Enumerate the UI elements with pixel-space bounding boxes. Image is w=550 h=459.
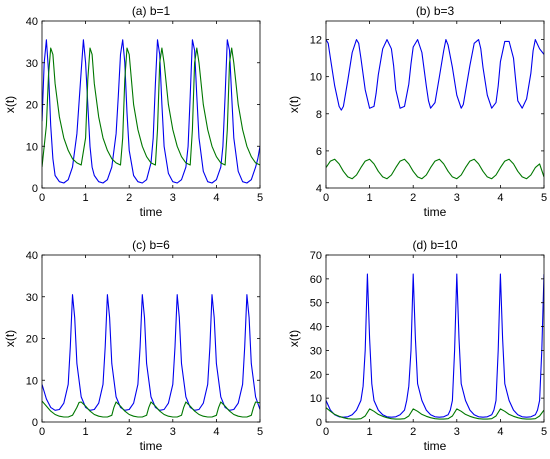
series-line-2 (326, 407, 544, 420)
x-tick-label: 2 (126, 192, 132, 204)
plot-frame (325, 20, 545, 189)
y-tick-label: 10 (310, 393, 322, 405)
x-tick-label: 0 (39, 192, 45, 204)
x-tick-label: 4 (497, 426, 503, 438)
x-axis-label: time (140, 439, 163, 453)
y-tick-label: 20 (26, 100, 38, 112)
y-tick-label: 20 (26, 334, 38, 346)
x-axis-label: time (424, 439, 447, 453)
panel-title: (a) b=1 (132, 4, 171, 18)
y-axis-label: x(t) (3, 96, 17, 113)
x-tick-label: 5 (541, 192, 547, 204)
panel-3: 0 1 2 3 4 5 0 10 20 30 40 (c) b=6 time x(t) (3, 238, 263, 453)
x-tick-label: 5 (257, 426, 263, 438)
x-tick-label: 2 (126, 426, 132, 438)
y-tick-label: 40 (310, 322, 322, 334)
x-tick-label: 4 (213, 192, 219, 204)
series-line-2 (42, 47, 260, 168)
x-tick-label: 3 (170, 192, 176, 204)
y-tick-label: 40 (26, 250, 38, 262)
x-axis-label: time (424, 205, 447, 219)
series-line-2 (42, 400, 260, 418)
series-line-2 (326, 158, 544, 180)
x-tick-label: 2 (410, 426, 416, 438)
series-line-1 (326, 273, 544, 418)
y-tick-label: 30 (26, 58, 38, 70)
y-tick-label: 0 (316, 417, 322, 429)
y-axis-label: x(t) (287, 96, 301, 113)
x-tick-label: 5 (257, 192, 263, 204)
y-tick-label: 6 (316, 146, 322, 158)
x-tick-label: 4 (497, 192, 503, 204)
x-tick-label: 3 (170, 426, 176, 438)
x-tick-label: 1 (83, 426, 89, 438)
x-axis-label: time (140, 205, 163, 219)
y-tick-label: 50 (310, 298, 322, 310)
y-tick-label: 10 (26, 375, 38, 387)
x-tick-label: 1 (83, 192, 89, 204)
x-tick-label: 2 (410, 192, 416, 204)
y-tick-label: 4 (316, 183, 322, 195)
y-tick-label: 60 (310, 274, 322, 286)
panel-title: (d) b=10 (412, 238, 457, 252)
x-tick-label: 4 (213, 426, 219, 438)
y-tick-label: 0 (32, 417, 38, 429)
x-tick-label: 5 (541, 426, 547, 438)
y-tick-label: 40 (26, 16, 38, 28)
x-tick-label: 3 (454, 426, 460, 438)
x-tick-label: 3 (454, 192, 460, 204)
x-tick-label: 1 (367, 426, 373, 438)
series-line-1 (42, 39, 260, 184)
x-tick-label: 1 (367, 192, 373, 204)
x-tick-label: 0 (323, 192, 329, 204)
series-line-1 (326, 39, 544, 111)
y-tick-label: 30 (26, 292, 38, 304)
y-tick-label: 30 (310, 345, 322, 357)
y-tick-label: 20 (310, 369, 322, 381)
panel-title: (b) b=3 (416, 4, 455, 18)
x-tick-label: 0 (323, 426, 329, 438)
y-axis-label: x(t) (3, 330, 17, 347)
x-tick-label: 0 (39, 426, 45, 438)
y-tick-label: 12 (310, 35, 322, 47)
panel-title: (c) b=6 (132, 238, 170, 252)
panel-1: 0 1 2 3 4 5 0 10 20 30 40 (a) b=1 time x(t) (3, 4, 263, 219)
y-tick-label: 8 (316, 109, 322, 121)
series-line-1 (42, 294, 260, 411)
y-tick-label: 0 (32, 183, 38, 195)
y-tick-label: 10 (26, 141, 38, 153)
y-axis-label: x(t) (287, 330, 301, 347)
plot-frame (325, 254, 545, 423)
y-tick-label: 70 (310, 250, 322, 262)
y-tick-label: 10 (310, 72, 322, 84)
